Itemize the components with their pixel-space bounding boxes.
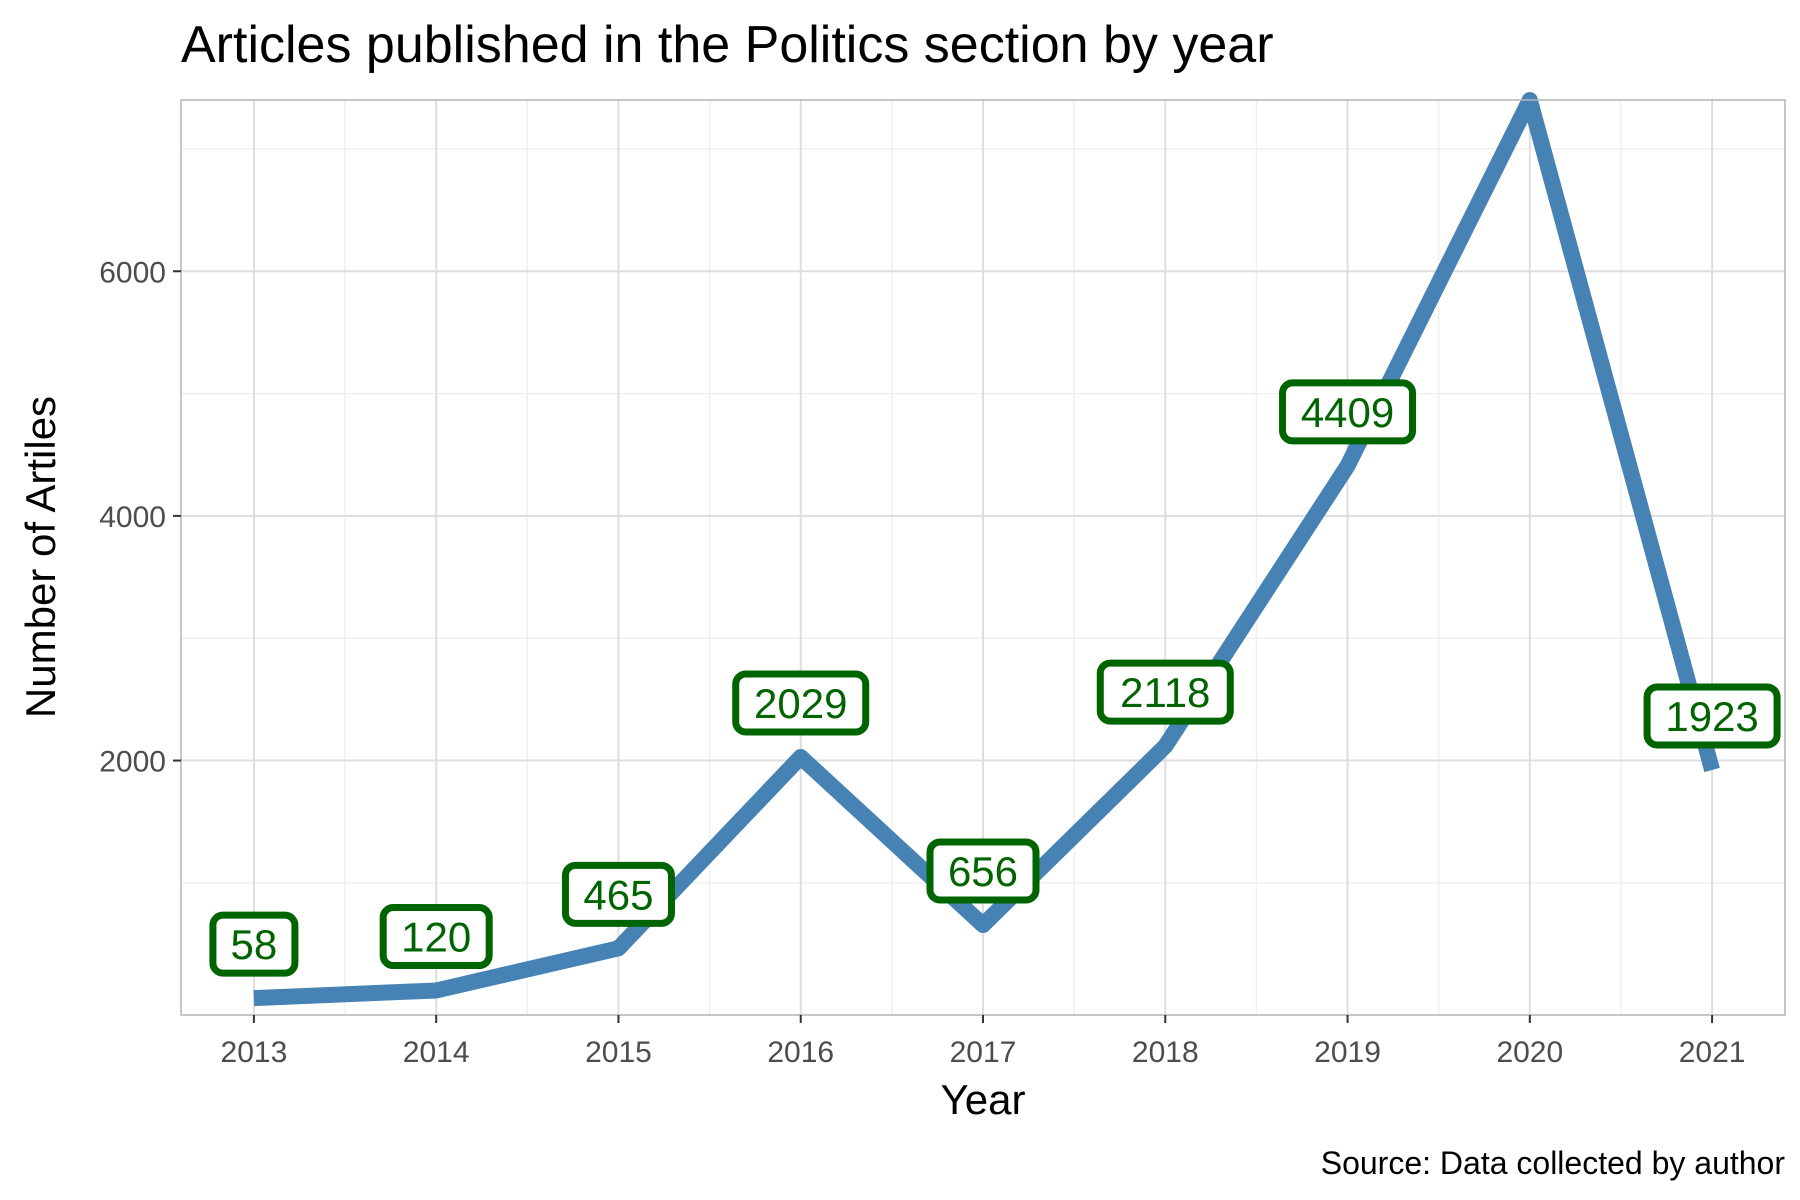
y-axis-title: Number of Artiles — [17, 396, 64, 718]
x-tick-label: 2019 — [1314, 1036, 1381, 1069]
data-label-text: 2029 — [754, 680, 847, 727]
data-label-text: 4409 — [1301, 389, 1394, 436]
x-tick-label: 2021 — [1679, 1036, 1746, 1069]
x-tick-label: 2016 — [767, 1036, 834, 1069]
data-label: 2118 — [1096, 659, 1234, 725]
data-label-box — [926, 838, 1040, 904]
data-label-box — [1279, 379, 1417, 445]
x-tick-label: 2014 — [403, 1036, 470, 1069]
data-label-box — [1643, 683, 1781, 749]
x-axis-title: Year — [941, 1076, 1026, 1123]
data-label: 1923 — [1643, 683, 1781, 749]
data-label-box — [561, 861, 675, 927]
data-label: 120 — [379, 904, 493, 970]
data-labels: 58 120 465 2029 656 2118 4409 1923 — [209, 379, 1781, 977]
data-label-text: 58 — [231, 921, 278, 968]
data-label-text: 656 — [948, 848, 1018, 895]
x-axis-ticks: 2013 2014 2015 2016 2017 2018 2019 2020 2021 — [221, 1015, 1746, 1069]
y-tick-label: 4000 — [99, 501, 166, 534]
chart-title: Articles published in the Politics secti… — [181, 16, 1274, 74]
x-tick-label: 2017 — [950, 1036, 1017, 1069]
data-label: 656 — [926, 838, 1040, 904]
data-label-box — [209, 911, 299, 977]
series-line — [253, 92, 1720, 1007]
data-label: 2029 — [732, 670, 870, 736]
data-label: 465 — [561, 861, 675, 927]
data-label-text: 2118 — [1120, 669, 1210, 716]
data-label: 58 — [209, 911, 299, 977]
y-tick-label: 2000 — [99, 746, 166, 779]
data-label-box — [732, 670, 870, 736]
y-axis-ticks: 2000 4000 6000 — [99, 256, 181, 779]
data-label-text: 465 — [583, 871, 653, 918]
x-tick-label: 2018 — [1132, 1036, 1199, 1069]
data-label-text: 1923 — [1665, 693, 1758, 740]
data-label-box — [379, 904, 493, 970]
data-label-text: 120 — [401, 914, 471, 961]
x-tick-label: 2015 — [585, 1036, 652, 1069]
data-label: 4409 — [1279, 379, 1417, 445]
x-tick-label: 2013 — [221, 1036, 288, 1069]
caption: Source: Data collected by author — [1321, 1145, 1786, 1181]
y-tick-label: 6000 — [99, 256, 166, 289]
data-label-box — [1096, 659, 1234, 725]
major-grid — [181, 100, 1785, 1015]
x-tick-label: 2020 — [1496, 1036, 1563, 1069]
